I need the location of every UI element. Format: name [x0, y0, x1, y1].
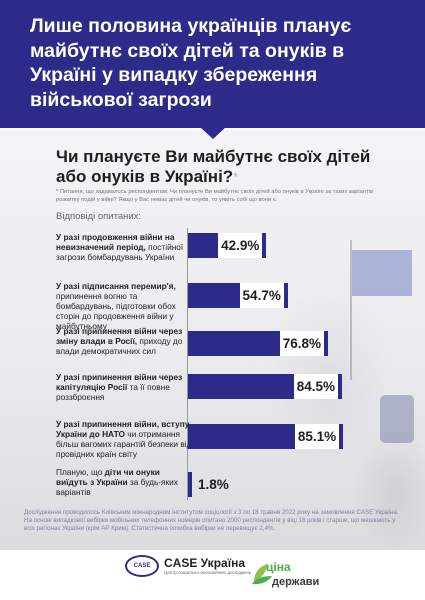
row-label-rest: постійної загрози бомбардувань України: [56, 242, 184, 262]
question-title: Чи плануєте Ви майбутнє своїх дітей або …: [56, 147, 376, 187]
row-label-3: У разі припинення війни через зміну влад…: [56, 326, 192, 356]
answers-label: Відповіді опитаних:: [56, 211, 142, 222]
bar-value-label-5: 85.1%: [294, 424, 340, 449]
row-label-bold: У разі продовження війни на невизначений…: [56, 232, 175, 252]
bar-value-label-4: 84.5%: [293, 374, 339, 399]
bar-value-label-6: 1.8%: [198, 477, 229, 492]
eu-flag-image: [352, 250, 412, 296]
row-label-2: У разі підписання перемир'я, припинення …: [56, 281, 192, 331]
bar-value-label-3: 76.8%: [279, 331, 325, 356]
row-label-1: У разі продовження війни на невизначений…: [56, 232, 192, 262]
tsina-derzhavy-logo: ціна держави: [250, 552, 320, 596]
row-label-rest: приходу до влади демократичних сил: [56, 336, 183, 356]
row-label-rest: припинення вогню та бомбардувань, підгот…: [56, 291, 176, 331]
row-label-bold: У разі припинення війни через капітуляці…: [56, 372, 183, 392]
question-footnote: * Питання, що задавалось респондентам: Ч…: [56, 189, 374, 203]
row-label-rest: чи отримання більш вагомих гарантій безп…: [56, 429, 192, 459]
row-label-bold: У разі припинення війни, вступу України …: [56, 419, 190, 439]
row-label-pre: Планую, що: [56, 467, 105, 477]
row-label-4: У разі припинення війни через капітуляці…: [56, 372, 192, 402]
row-label-bold: У разі підписання перемир'я,: [56, 281, 176, 291]
bar-value-label-1: 42.9%: [218, 233, 263, 258]
question-asterisk: *: [233, 170, 238, 184]
case-subtitle: Центр соціально-економічних досліджень: [164, 570, 252, 576]
flag-pole: [350, 240, 352, 380]
question-text: Чи плануєте Ви майбутнє своїх дітей або …: [56, 147, 371, 186]
logos-footer: CASE CASE Україна Центр соціально-економ…: [0, 548, 425, 600]
header-notch: [200, 127, 226, 139]
tsina-word: ціна: [266, 560, 291, 574]
row-label-rest: та її повне роззброєння: [56, 382, 170, 402]
row-label-bold: діти чи онуки виїдуть з України: [56, 467, 160, 487]
page-title: Лише половина українців планує майбутнє …: [30, 15, 352, 111]
row-label-rest: за будь-яких варіантів: [56, 477, 178, 497]
case-name: CASE Україна: [164, 556, 245, 571]
bar-6: [188, 472, 192, 497]
leaves-icon: [252, 564, 272, 585]
methodology-note: Дослідження проводилось Київським міжнар…: [24, 509, 399, 532]
row-label-5: У разі припинення війни, вступу України …: [56, 419, 192, 459]
derzhavy-word: держави: [272, 576, 320, 588]
row-label-bold: У разі припинення війни через зміну влад…: [56, 326, 183, 346]
suitcase-image: [380, 395, 414, 443]
header-banner: Лише половина українців планує майбутнє …: [0, 0, 425, 128]
case-logo: CASE CASE Україна Центр соціально-економ…: [125, 555, 274, 577]
row-label-6: Планую, що діти чи онуки виїдуть з Украї…: [56, 467, 192, 497]
case-badge-icon: CASE: [125, 555, 159, 577]
case-text: CASE Україна Центр соціально-економічних…: [164, 556, 274, 576]
chart-axis-line: [187, 228, 188, 500]
bar-value-label-2: 54.7%: [239, 283, 284, 308]
